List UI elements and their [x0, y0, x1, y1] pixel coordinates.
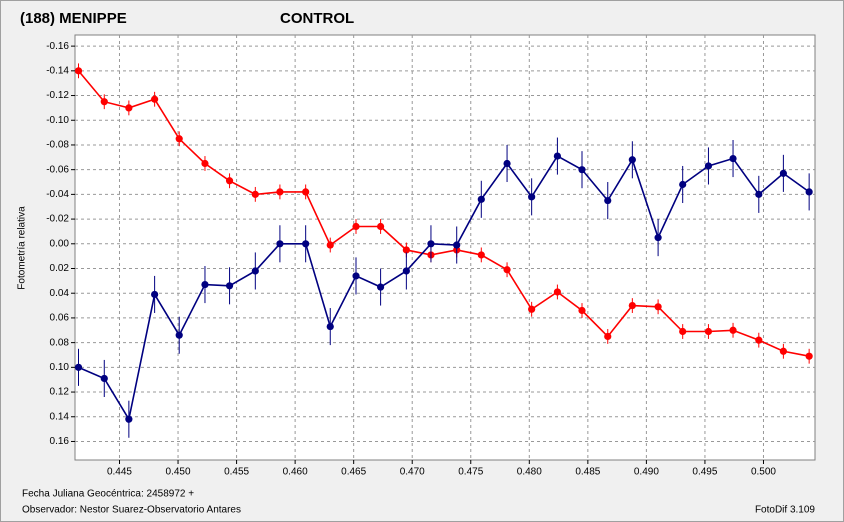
point: [427, 240, 435, 248]
point: [503, 266, 511, 274]
point: [74, 67, 83, 75]
x-tick-label: 0.480: [517, 467, 542, 478]
point: [704, 162, 713, 170]
observer: Observador: Nestor Suarez-Observatorio A…: [22, 505, 241, 516]
point: [578, 306, 586, 315]
point: [302, 188, 310, 196]
point: [352, 272, 360, 280]
point: [805, 352, 813, 360]
point: [326, 241, 334, 249]
software: FotoDif 3.109: [755, 505, 815, 516]
y-tick-label: -0.16: [46, 41, 69, 52]
y-tick-label: -0.02: [46, 214, 69, 225]
point: [654, 303, 662, 311]
point: [151, 95, 159, 103]
y-tick-label: -0.14: [46, 65, 69, 76]
x-tick-label: 0.470: [400, 467, 425, 478]
point: [326, 322, 334, 331]
y-tick-label: -0.10: [46, 115, 69, 126]
x-tick-label: 0.485: [575, 467, 600, 478]
point: [679, 180, 687, 189]
point: [453, 241, 461, 249]
plot-area: [74, 34, 816, 461]
point: [729, 154, 737, 163]
point: [729, 326, 737, 334]
point: [679, 327, 687, 336]
y-tick-label: -0.08: [46, 140, 69, 151]
x-tick-label: 0.490: [634, 467, 659, 478]
point: [201, 159, 209, 168]
x-tick-label: 0.500: [751, 467, 776, 478]
y-tick-label: -0.06: [46, 164, 69, 175]
y-tick-label: 0.14: [50, 411, 70, 422]
series-title: CONTROL: [280, 10, 354, 27]
point: [377, 283, 385, 291]
x-tick-label: 0.455: [224, 467, 249, 478]
point: [151, 290, 159, 299]
point: [628, 301, 636, 310]
x-tick-label: 0.450: [166, 467, 191, 478]
point: [377, 222, 385, 231]
y-tick-label: 0.16: [50, 436, 70, 447]
point: [225, 282, 234, 290]
point: [628, 156, 636, 164]
point: [225, 177, 234, 185]
point: [528, 193, 536, 201]
point: [779, 169, 787, 177]
point: [100, 374, 108, 383]
point: [276, 188, 284, 196]
point: [402, 246, 410, 254]
point: [302, 240, 310, 248]
y-tick-label: 0.12: [50, 387, 70, 398]
x-tick-label: 0.475: [458, 467, 483, 478]
y-tick-label: 0.02: [50, 263, 70, 274]
x-tick-label: 0.495: [692, 467, 717, 478]
x-tick-label: 0.445: [107, 467, 132, 478]
point: [654, 234, 662, 242]
point: [175, 135, 183, 143]
point: [704, 327, 713, 336]
point: [779, 347, 787, 355]
point: [251, 190, 259, 198]
point: [528, 305, 536, 313]
point: [276, 240, 284, 248]
point: [125, 104, 133, 112]
point: [553, 288, 562, 296]
series-line: [77, 70, 810, 358]
y-tick-label: 0.10: [50, 362, 70, 373]
point: [100, 98, 108, 106]
point: [402, 267, 410, 275]
point: [553, 152, 562, 160]
y-tick-label: 0.04: [50, 288, 70, 299]
point: [578, 166, 586, 174]
point: [125, 415, 133, 423]
x-tick-label: 0.460: [283, 467, 308, 478]
y-tick-label: -0.04: [46, 189, 69, 200]
series-title: (188) MENIPPE: [20, 10, 127, 27]
point: [175, 331, 183, 339]
y-tick-label: -0.12: [46, 90, 69, 101]
point: [755, 190, 763, 198]
point: [251, 267, 259, 275]
point: [477, 195, 485, 203]
x-axis-note: Fecha Juliana Geocéntrica: 2458972 +: [22, 489, 194, 500]
y-tick-label: 0.08: [50, 337, 70, 348]
point: [352, 222, 360, 231]
y-axis-label: Fotometría relativa: [17, 206, 28, 290]
point: [201, 280, 209, 289]
point: [755, 336, 763, 344]
point: [477, 251, 485, 259]
series-line: [78, 155, 810, 422]
point: [805, 188, 813, 196]
y-tick-label: 0.06: [50, 313, 70, 324]
point: [503, 159, 511, 168]
point: [604, 196, 612, 205]
point: [604, 332, 612, 341]
point: [74, 363, 83, 371]
x-tick-label: 0.465: [341, 467, 366, 478]
y-tick-label: 0.00: [50, 238, 70, 249]
